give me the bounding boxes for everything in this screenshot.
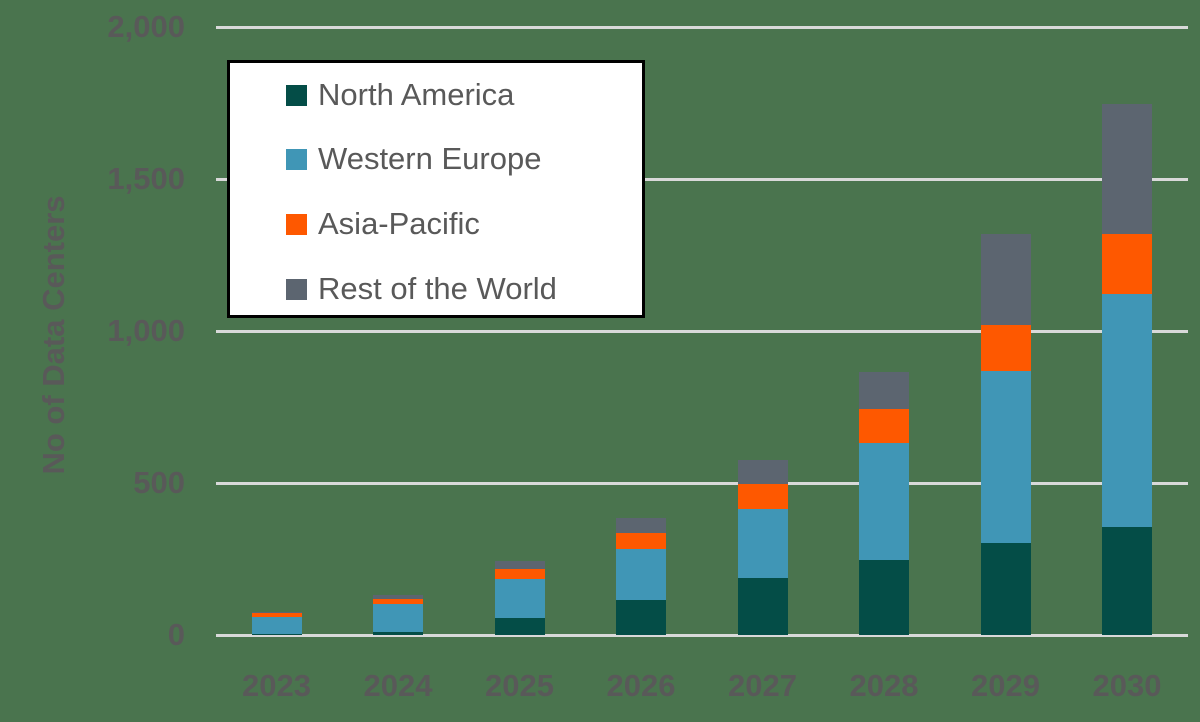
bar-segment-rest-of-the-world: [251, 611, 302, 613]
bar-segment-north-america: [737, 577, 788, 635]
x-tick-label: 2027: [728, 668, 797, 703]
y-tick-label: 0: [167, 617, 185, 652]
bar-segment-asia-pacific: [737, 484, 788, 509]
y-tick-label: 1,500: [107, 161, 185, 196]
y-tick-label: 1,000: [107, 313, 185, 348]
x-tick-label: 2024: [363, 668, 433, 703]
gridline: [216, 329, 1188, 333]
gridline: [216, 481, 1188, 485]
gridline: [216, 177, 1188, 181]
x-tick-label: 2026: [606, 668, 676, 703]
legend-item-north-america: North America: [286, 75, 514, 115]
bar-segment-western-europe: [859, 442, 910, 560]
bar-segment-western-europe: [616, 548, 667, 601]
bar-segment-north-america: [373, 631, 424, 635]
bar-segment-western-europe: [1102, 293, 1153, 528]
y-tick-label: 500: [133, 465, 185, 500]
x-tick-label: 2025: [485, 668, 554, 703]
legend: North America Western Europe Asia-Pacifi…: [227, 60, 645, 318]
legend-label: Asia-Pacific: [318, 206, 480, 241]
y-tick-label: 2,000: [107, 9, 185, 44]
legend-swatch-western-europe: [286, 148, 307, 170]
legend-swatch-north-america: [286, 84, 307, 106]
bar-segment-asia-pacific: [494, 568, 545, 580]
x-tick-label: 2029: [971, 668, 1040, 703]
bar-segment-north-america: [616, 600, 667, 635]
x-tick-label: 2030: [1092, 668, 1162, 703]
bar-segment-western-europe: [494, 579, 545, 618]
bar-segment-western-europe: [251, 616, 302, 635]
bar-segment-rest-of-the-world: [1102, 103, 1153, 235]
bar-segment-western-europe: [980, 370, 1031, 543]
bar-segment-asia-pacific: [1102, 234, 1153, 294]
gridline: [216, 633, 1188, 637]
legend-swatch-asia-pacific: [286, 213, 307, 235]
bar-segment-asia-pacific: [980, 324, 1031, 371]
y-axis-label: No of Data Centers: [36, 195, 71, 475]
bar-segment-rest-of-the-world: [616, 517, 667, 533]
bar-segment-asia-pacific: [251, 612, 302, 617]
x-tick-label: 2023: [242, 668, 311, 703]
bar-segment-north-america: [494, 617, 545, 635]
bar-segment-north-america: [251, 634, 302, 635]
legend-label: North America: [318, 77, 515, 112]
bar-segment-western-europe: [737, 508, 788, 578]
legend-item-western-europe: Western Europe: [286, 139, 541, 179]
bar-segment-asia-pacific: [373, 599, 424, 604]
bar-segment-north-america: [980, 542, 1031, 635]
bar-segment-rest-of-the-world: [494, 560, 545, 569]
bar-segment-north-america: [1102, 527, 1153, 635]
bar-segment-western-europe: [373, 603, 424, 632]
legend-label: Rest of the World: [318, 271, 557, 306]
x-tick-label: 2028: [849, 668, 919, 703]
bar-segment-rest-of-the-world: [980, 234, 1031, 325]
legend-swatch-rest-of-the-world: [286, 278, 307, 300]
bar-segment-rest-of-the-world: [859, 372, 910, 410]
bar-segment-rest-of-the-world: [373, 595, 424, 600]
gridline: [216, 25, 1188, 29]
legend-item-rest-of-the-world: Rest of the World: [286, 269, 557, 309]
legend-item-asia-pacific: Asia-Pacific: [286, 204, 480, 244]
bar-segment-asia-pacific: [616, 532, 667, 549]
bar-segment-north-america: [859, 559, 910, 635]
bar-segment-asia-pacific: [859, 409, 910, 443]
bar-segment-rest-of-the-world: [737, 459, 788, 485]
legend-label: Western Europe: [318, 141, 542, 176]
